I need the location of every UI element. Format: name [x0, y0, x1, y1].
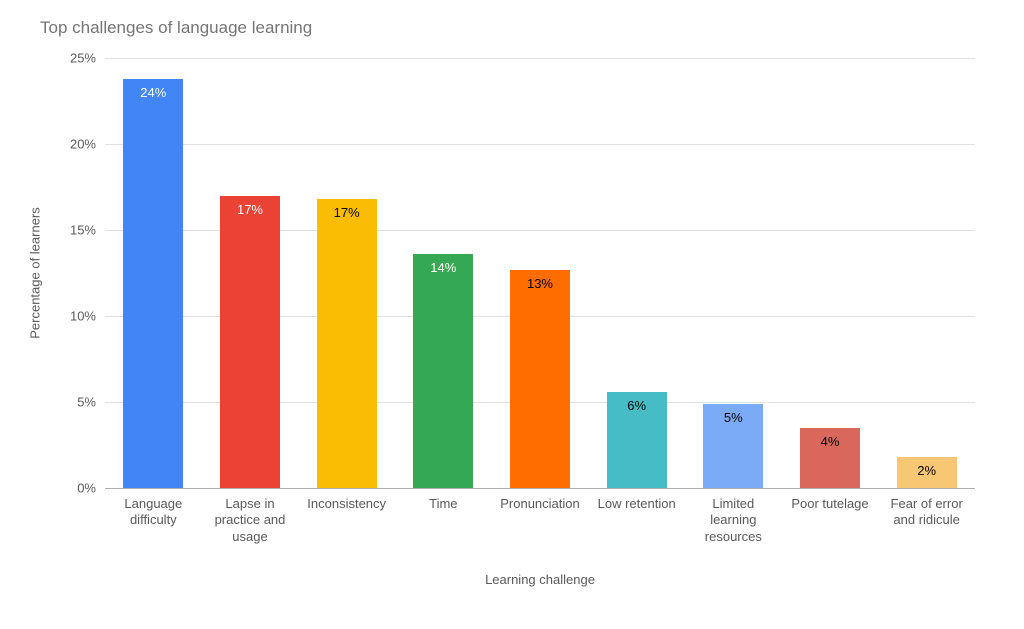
- bar-data-label: 17%: [317, 205, 377, 220]
- y-tick-label: 5%: [46, 395, 96, 410]
- x-tick-label: Pronunciation: [492, 496, 589, 512]
- bar-chart: Top challenges of language learning Perc…: [0, 0, 1024, 629]
- bar-data-label: 4%: [800, 434, 860, 449]
- bar-data-label: 14%: [413, 260, 473, 275]
- y-tick-label: 10%: [46, 309, 96, 324]
- bar: 17%: [220, 196, 280, 488]
- bar: 4%: [800, 428, 860, 488]
- bar: 13%: [510, 270, 570, 488]
- x-axis-baseline: [105, 488, 975, 489]
- chart-title: Top challenges of language learning: [40, 18, 312, 38]
- bar: 6%: [607, 392, 667, 488]
- bar-data-label: 17%: [220, 202, 280, 217]
- x-tick-label: Inconsistency: [298, 496, 395, 512]
- bar: 5%: [703, 404, 763, 488]
- bar-data-label: 2%: [897, 463, 957, 478]
- plot-area: 24% 17% 17% 14% 13% 6% 5% 4% 2%: [105, 58, 975, 488]
- bar-data-label: 5%: [703, 410, 763, 425]
- y-tick-label: 0%: [46, 481, 96, 496]
- bar: 17%: [317, 199, 377, 488]
- y-tick-label: 20%: [46, 137, 96, 152]
- x-tick-label: Limitedlearningresources: [685, 496, 782, 545]
- x-tick-label: Time: [395, 496, 492, 512]
- x-tick-label: Lapse inpractice andusage: [202, 496, 299, 545]
- bar-data-label: 6%: [607, 398, 667, 413]
- y-axis-title: Percentage of learners: [28, 207, 43, 339]
- bar: 2%: [897, 457, 957, 488]
- y-tick-label: 15%: [46, 223, 96, 238]
- bars-container: 24% 17% 17% 14% 13% 6% 5% 4% 2%: [105, 58, 975, 488]
- x-tick-label: Languagedifficulty: [105, 496, 202, 529]
- y-tick-label: 25%: [46, 51, 96, 66]
- bar-data-label: 13%: [510, 276, 570, 291]
- bar: 24%: [123, 79, 183, 488]
- x-axis-title: Learning challenge: [485, 572, 595, 587]
- bar-data-label: 24%: [123, 85, 183, 100]
- bar: 14%: [413, 254, 473, 488]
- x-tick-label: Fear of errorand ridicule: [878, 496, 975, 529]
- x-tick-label: Poor tutelage: [782, 496, 879, 512]
- x-tick-label: Low retention: [588, 496, 685, 512]
